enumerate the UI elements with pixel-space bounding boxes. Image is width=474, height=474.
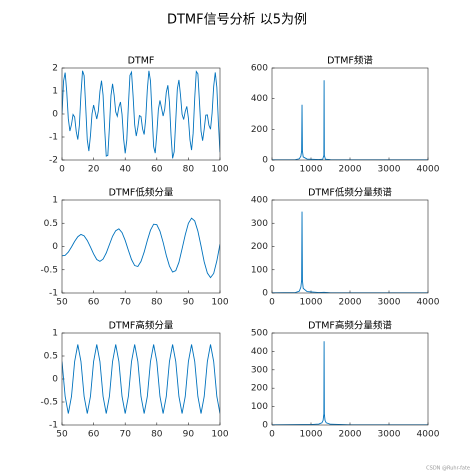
x-tick-label: 60 [151, 165, 163, 175]
axes-box [61, 332, 221, 426]
x-tick-label: 4000 [417, 430, 440, 440]
x-tick-label: 50 [56, 298, 68, 308]
x-tick-label: 3000 [378, 298, 401, 308]
axes-box [271, 332, 429, 426]
x-tick-label: 2000 [339, 165, 362, 175]
subplot: DTMF高频分量 -1 -0.5 0 0.5 1 50 60 70 80 90 100 [40, 320, 228, 440]
y-tick-label: 0.5 [44, 352, 58, 362]
axes-box [61, 199, 221, 294]
y-tick-label: -1 [49, 289, 58, 299]
x-tick-label: 0 [59, 165, 65, 175]
y-tick-label: -0.5 [40, 265, 58, 275]
x-tick-label: 0 [269, 165, 275, 175]
subplot-title: DTMF低频分量频谱 [308, 187, 392, 199]
x-tick-label: 3000 [378, 430, 401, 440]
axes-box [271, 67, 429, 161]
y-tick-label: 500 [251, 329, 268, 339]
signal-line [62, 344, 220, 414]
x-tick-label: 2000 [339, 430, 362, 440]
x-tick-label: 0 [269, 298, 275, 308]
y-tick-label: 100 [251, 265, 268, 275]
x-tick-label: 100 [211, 430, 228, 440]
y-tick-label: 600 [251, 64, 268, 74]
x-tick-label: 80 [151, 298, 163, 308]
y-tick-label: 0 [52, 375, 58, 385]
y-tick-label: 200 [251, 125, 268, 135]
y-tick-label: 0 [262, 421, 268, 431]
plot-area [272, 341, 428, 425]
y-tick-label: 2 [52, 64, 58, 74]
y-tick-label: 400 [251, 94, 268, 104]
x-tick-label: 90 [183, 430, 195, 440]
y-tick-label: 1 [52, 196, 58, 206]
x-tick-label: 4000 [417, 298, 440, 308]
subplot: DTMF频谱 0 200 400 600 0 1000 2000 3000 4000 [251, 55, 440, 175]
watermark: CSDN @Ruhr-fate [426, 466, 470, 472]
y-tick-label: -2 [49, 156, 58, 166]
plot-area [272, 80, 428, 160]
y-tick-label: 0.5 [44, 219, 58, 229]
y-tick-label: -1 [49, 421, 58, 431]
x-tick-label: 2000 [339, 298, 362, 308]
y-tick-label: 400 [251, 196, 268, 206]
y-tick-label: -0.5 [40, 398, 58, 408]
y-tick-label: 200 [251, 242, 268, 252]
subplot-title: DTMF高频分量 [109, 320, 174, 332]
y-tick-label: 0 [262, 156, 268, 166]
x-tick-label: 90 [183, 298, 195, 308]
y-tick-label: 1 [52, 329, 58, 339]
x-tick-label: 70 [119, 298, 131, 308]
y-tick-label: 300 [251, 219, 268, 229]
plot-area [62, 344, 220, 414]
subplot: DTMF低频分量 -1 -0.5 0 0.5 1 50 60 70 80 90 100 [40, 187, 228, 308]
y-tick-label: 100 [251, 402, 268, 412]
y-tick-label: 0 [262, 289, 268, 299]
axes-box [61, 67, 221, 161]
x-tick-label: 70 [119, 430, 131, 440]
x-tick-label: 0 [269, 430, 275, 440]
x-tick-label: 40 [119, 165, 131, 175]
x-tick-label: 4000 [417, 165, 440, 175]
x-tick-label: 50 [56, 430, 68, 440]
x-tick-label: 1000 [300, 298, 323, 308]
x-tick-label: 100 [211, 165, 228, 175]
plot-area [62, 217, 220, 279]
x-tick-label: 60 [88, 430, 100, 440]
y-tick-label: 300 [251, 365, 268, 375]
subplot-title: DTMF [128, 56, 155, 67]
x-tick-label: 20 [88, 165, 100, 175]
x-tick-label: 1000 [300, 430, 323, 440]
subplot-title: DTMF低频分量 [109, 187, 174, 199]
subplot-title: DTMF频谱 [327, 55, 373, 67]
signal-line [62, 70, 220, 159]
subplot: DTMF高频分量频谱 0 100 200 300 400 500 0 1000 2000 3000 4… [251, 320, 440, 440]
y-tick-label: 400 [251, 347, 268, 357]
x-tick-label: 100 [211, 298, 228, 308]
x-tick-label: 80 [183, 165, 195, 175]
axes-box [271, 199, 429, 294]
plot-area [62, 70, 220, 159]
y-tick-label: 0 [52, 110, 58, 120]
signal-line [62, 217, 220, 279]
figure-title: DTMF信号分析 以5为例 [167, 13, 307, 28]
x-tick-label: 80 [151, 430, 163, 440]
signal-line [272, 341, 428, 425]
x-tick-label: 3000 [378, 165, 401, 175]
y-tick-label: -1 [49, 133, 58, 143]
y-tick-label: 200 [251, 384, 268, 394]
y-tick-label: 1 [52, 87, 58, 97]
x-tick-label: 60 [88, 298, 100, 308]
y-tick-label: 0 [52, 242, 58, 252]
x-tick-label: 1000 [300, 165, 323, 175]
signal-line [272, 80, 428, 160]
subplot-title: DTMF高频分量频谱 [308, 320, 392, 332]
